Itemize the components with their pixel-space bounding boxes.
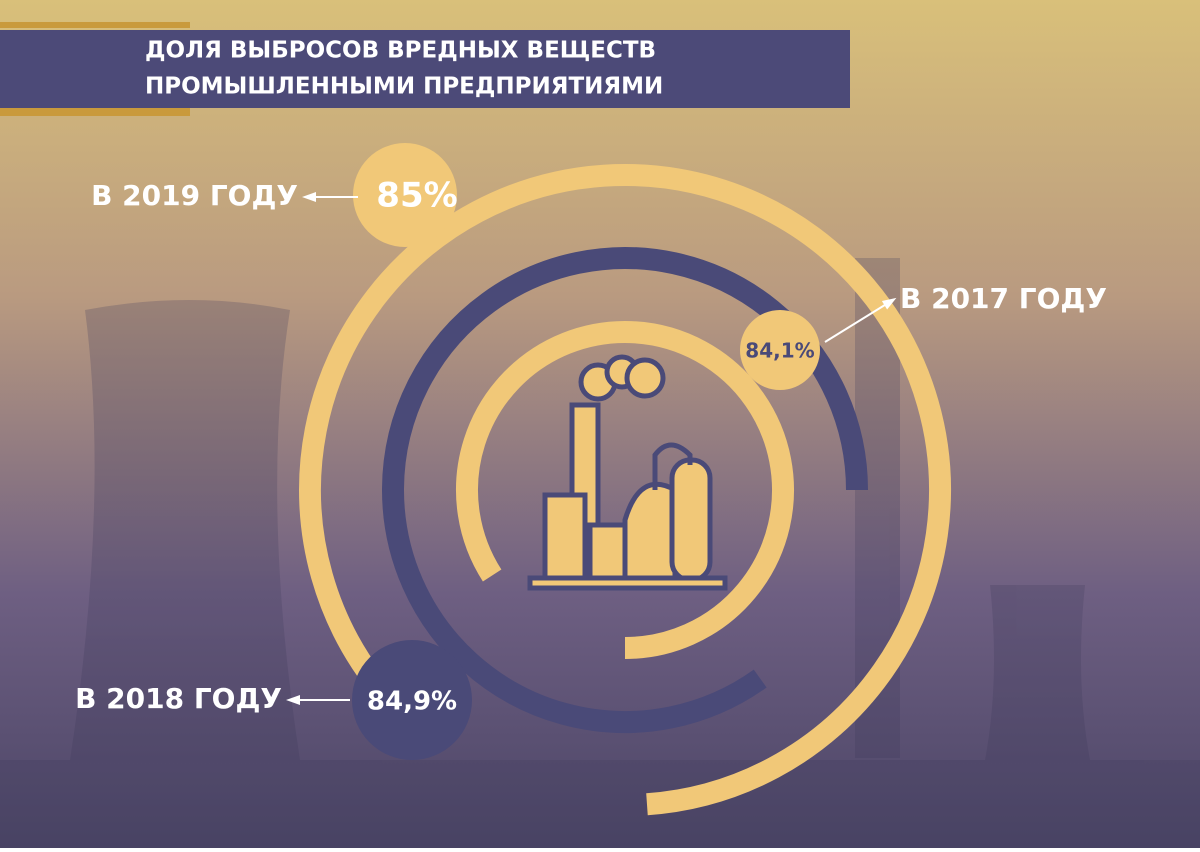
arrow — [824, 299, 894, 343]
ring-bar — [456, 321, 794, 659]
arrow-head — [881, 297, 897, 310]
title-line: ПРОМЫШЛЕННЫМИ ПРЕДПРИЯТИЯМИ — [145, 74, 663, 100]
value-label: 85% — [376, 176, 457, 216]
year-label: В 2017 ГОДУ — [900, 282, 1107, 315]
value-bubble — [353, 143, 457, 247]
arrow-head — [286, 695, 300, 705]
year-label: В 2019 ГОДУ — [91, 179, 298, 212]
value-label: 84,1% — [745, 339, 814, 363]
title-box — [0, 30, 850, 108]
factory-icon — [527, 354, 728, 591]
title-overline — [0, 22, 190, 28]
title-underline — [0, 108, 190, 116]
title-line: ДОЛЯ ВЫБРОСОВ ВРЕДНЫХ ВЕЩЕСТВ — [145, 38, 656, 64]
value-bubble — [740, 310, 820, 390]
background-towers — [0, 258, 1200, 848]
ring-bar — [299, 164, 951, 816]
value-bubble — [352, 640, 472, 760]
year-label: В 2018 ГОДУ — [75, 682, 282, 715]
value-label: 84,9% — [367, 687, 457, 717]
arrow-head — [302, 192, 316, 202]
